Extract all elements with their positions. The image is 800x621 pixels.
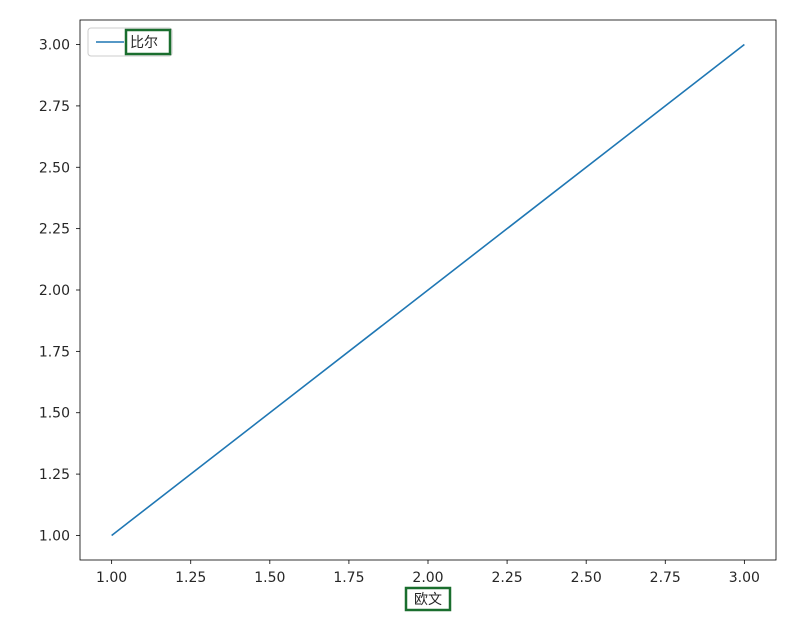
y-tick-label: 2.50	[39, 160, 70, 176]
y-tick-label: 2.00	[39, 283, 70, 299]
x-tick-label: 2.50	[571, 570, 602, 586]
chart-svg: 1.00 1.25 1.50 1.75 2.00 2.25 2.50 2.75 3.00 1.0…	[0, 0, 800, 621]
y-tick-label: 1.75	[39, 344, 70, 360]
x-axis-label: 欧文	[414, 592, 442, 608]
x-tick-label: 1.75	[333, 570, 364, 586]
x-tick-label: 3.00	[729, 570, 760, 586]
x-tick-label: 2.75	[650, 570, 681, 586]
legend: 比尔	[88, 28, 172, 56]
y-tick-label: 2.25	[39, 222, 70, 238]
legend-label: 比尔	[130, 35, 158, 51]
y-tick-label: 1.50	[39, 406, 70, 422]
y-tick-label: 3.00	[39, 38, 70, 54]
x-tick-label: 2.25	[492, 570, 523, 586]
x-tick-label: 1.50	[254, 570, 285, 586]
chart-background	[0, 0, 800, 621]
y-tick-label: 1.25	[39, 467, 70, 483]
y-tick-label: 2.75	[39, 99, 70, 115]
x-tick-label: 2.00	[412, 570, 443, 586]
y-tick-label: 1.00	[39, 528, 70, 544]
x-tick-label: 1.25	[175, 570, 206, 586]
line-chart: 1.00 1.25 1.50 1.75 2.00 2.25 2.50 2.75 3.00 1.0…	[0, 0, 800, 621]
x-tick-label: 1.00	[96, 570, 127, 586]
